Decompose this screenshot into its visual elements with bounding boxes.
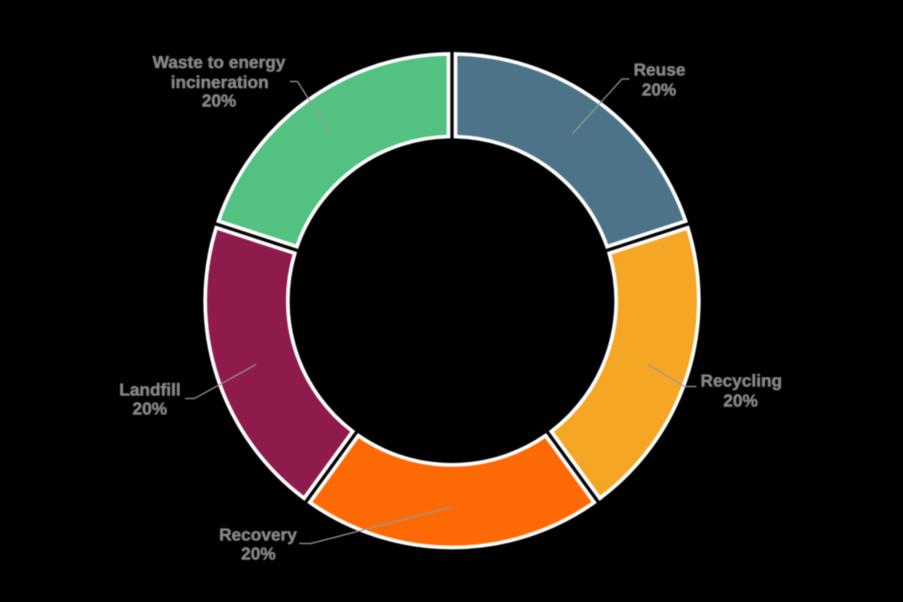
svg-text:incineration: incineration: [171, 72, 269, 92]
svg-text:20%: 20%: [642, 80, 677, 100]
svg-text:Reuse: Reuse: [634, 60, 686, 80]
svg-text:Recycling: Recycling: [700, 371, 782, 391]
svg-text:20%: 20%: [241, 544, 276, 564]
svg-text:20%: 20%: [723, 390, 758, 410]
svg-text:20%: 20%: [133, 398, 168, 418]
svg-text:Landfill: Landfill: [119, 379, 180, 399]
svg-text:Waste to energy: Waste to energy: [153, 52, 286, 72]
svg-text:20%: 20%: [202, 90, 237, 110]
svg-text:Recovery: Recovery: [219, 525, 297, 545]
